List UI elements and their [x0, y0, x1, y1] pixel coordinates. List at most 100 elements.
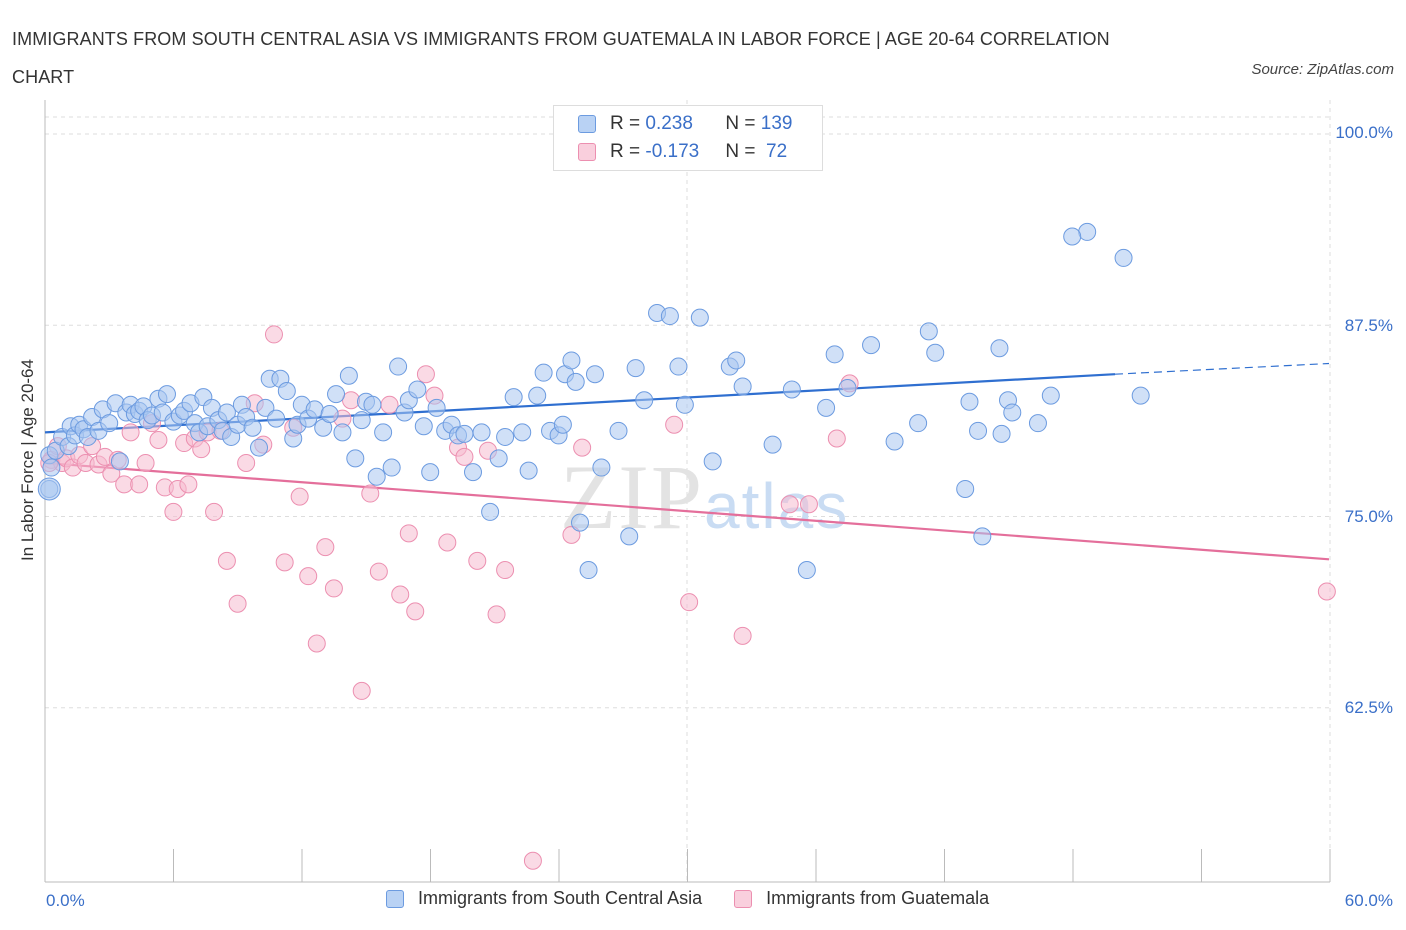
data-point: [489, 449, 508, 468]
data-point: [553, 415, 572, 434]
data-point: [416, 365, 435, 384]
data-point: [487, 605, 506, 624]
data-point: [635, 391, 654, 410]
data-point: [827, 429, 846, 448]
data-point: [562, 525, 581, 544]
data-point: [513, 423, 532, 442]
data-point: [919, 322, 938, 341]
data-point: [1041, 386, 1060, 405]
data-point: [438, 533, 457, 552]
data-point: [464, 463, 482, 482]
data-point: [660, 307, 679, 326]
points-south-central-asia: [37, 222, 1150, 580]
data-point: [472, 423, 491, 442]
data-point: [519, 461, 538, 480]
data-point: [763, 435, 782, 454]
n-value: 72: [760, 141, 788, 162]
data-point: [496, 561, 515, 580]
n-label: N =: [725, 141, 761, 162]
data-point: [164, 502, 183, 521]
data-point: [110, 452, 129, 471]
data-point: [528, 386, 547, 405]
data-point: [374, 423, 393, 442]
x-tick-label-max: 60.0%: [1344, 891, 1393, 910]
data-point: [675, 395, 694, 414]
data-point: [780, 495, 799, 514]
data-point: [455, 424, 474, 443]
data-point: [149, 431, 168, 449]
data-point: [481, 502, 500, 521]
data-point: [1317, 582, 1336, 601]
blue-swatch-icon: [386, 889, 404, 908]
watermark-atlas: atlas: [704, 470, 849, 542]
data-point: [256, 398, 275, 417]
data-point: [290, 487, 309, 506]
data-point: [389, 357, 408, 376]
trend-line-guatemala: [44, 461, 1330, 561]
data-point: [455, 447, 474, 466]
y-tick-label: 62.5%: [1344, 698, 1393, 717]
data-point: [727, 351, 746, 370]
data-point: [361, 484, 380, 503]
data-point: [665, 415, 684, 434]
pink-swatch-icon: [734, 889, 753, 908]
data-point: [399, 524, 418, 543]
y-tick-label: 100.0%: [1335, 123, 1393, 142]
data-point: [352, 411, 371, 430]
data-point: [267, 409, 286, 428]
stats-legend: R = 0.238 N = 139 R = -0.173 N = 72: [553, 105, 823, 171]
data-point: [782, 380, 801, 399]
data-point: [316, 538, 335, 557]
data-point: [609, 421, 628, 440]
data-point: [42, 458, 61, 477]
data-point: [342, 391, 361, 410]
blue-swatch-icon: [578, 115, 596, 133]
data-point: [1078, 222, 1097, 241]
data-point: [37, 477, 61, 501]
data-point: [566, 372, 585, 391]
legend-row-guatemala: R = -0.173 N = 72: [578, 139, 787, 165]
data-point: [703, 452, 722, 471]
y-tick-label: 87.5%: [1344, 316, 1393, 335]
data-point: [277, 382, 296, 401]
x-tick-label-min: 0.0%: [46, 891, 85, 910]
data-point: [909, 414, 928, 433]
data-point: [1003, 403, 1022, 422]
data-point: [228, 594, 247, 613]
data-point: [327, 385, 346, 404]
data-point: [990, 339, 1009, 358]
data-point: [217, 551, 236, 570]
data-point: [192, 440, 211, 459]
points-guatemala: [40, 125, 1336, 870]
data-point: [264, 325, 283, 344]
data-point: [534, 363, 553, 382]
data-point: [100, 414, 119, 433]
data-point: [496, 427, 515, 446]
data-point: [324, 579, 343, 598]
data-point: [592, 458, 611, 477]
data-point: [992, 424, 1011, 443]
data-point: [817, 398, 836, 417]
data-point: [885, 432, 904, 451]
data-point: [217, 403, 236, 422]
data-point: [369, 562, 388, 581]
series-legend-label: Immigrants from South Central Asia: [418, 888, 703, 908]
data-point: [797, 561, 816, 580]
data-point: [680, 593, 699, 612]
trend-line-extension: [1114, 362, 1330, 375]
data-point: [468, 551, 487, 570]
r-value: 0.238: [645, 113, 693, 134]
data-point: [275, 553, 294, 572]
y-tick-label: 75.0%: [1344, 507, 1393, 526]
data-point: [733, 626, 752, 645]
data-point: [620, 527, 639, 546]
y-axis-label-wrap: In Labor Force | Age 20-64: [18, 310, 38, 610]
data-point: [1028, 414, 1047, 433]
r-label: R =: [610, 113, 646, 134]
data-point: [1131, 386, 1150, 405]
data-point: [250, 438, 268, 457]
data-point: [179, 475, 198, 494]
data-point: [838, 378, 857, 397]
n-value: 139: [760, 113, 793, 134]
